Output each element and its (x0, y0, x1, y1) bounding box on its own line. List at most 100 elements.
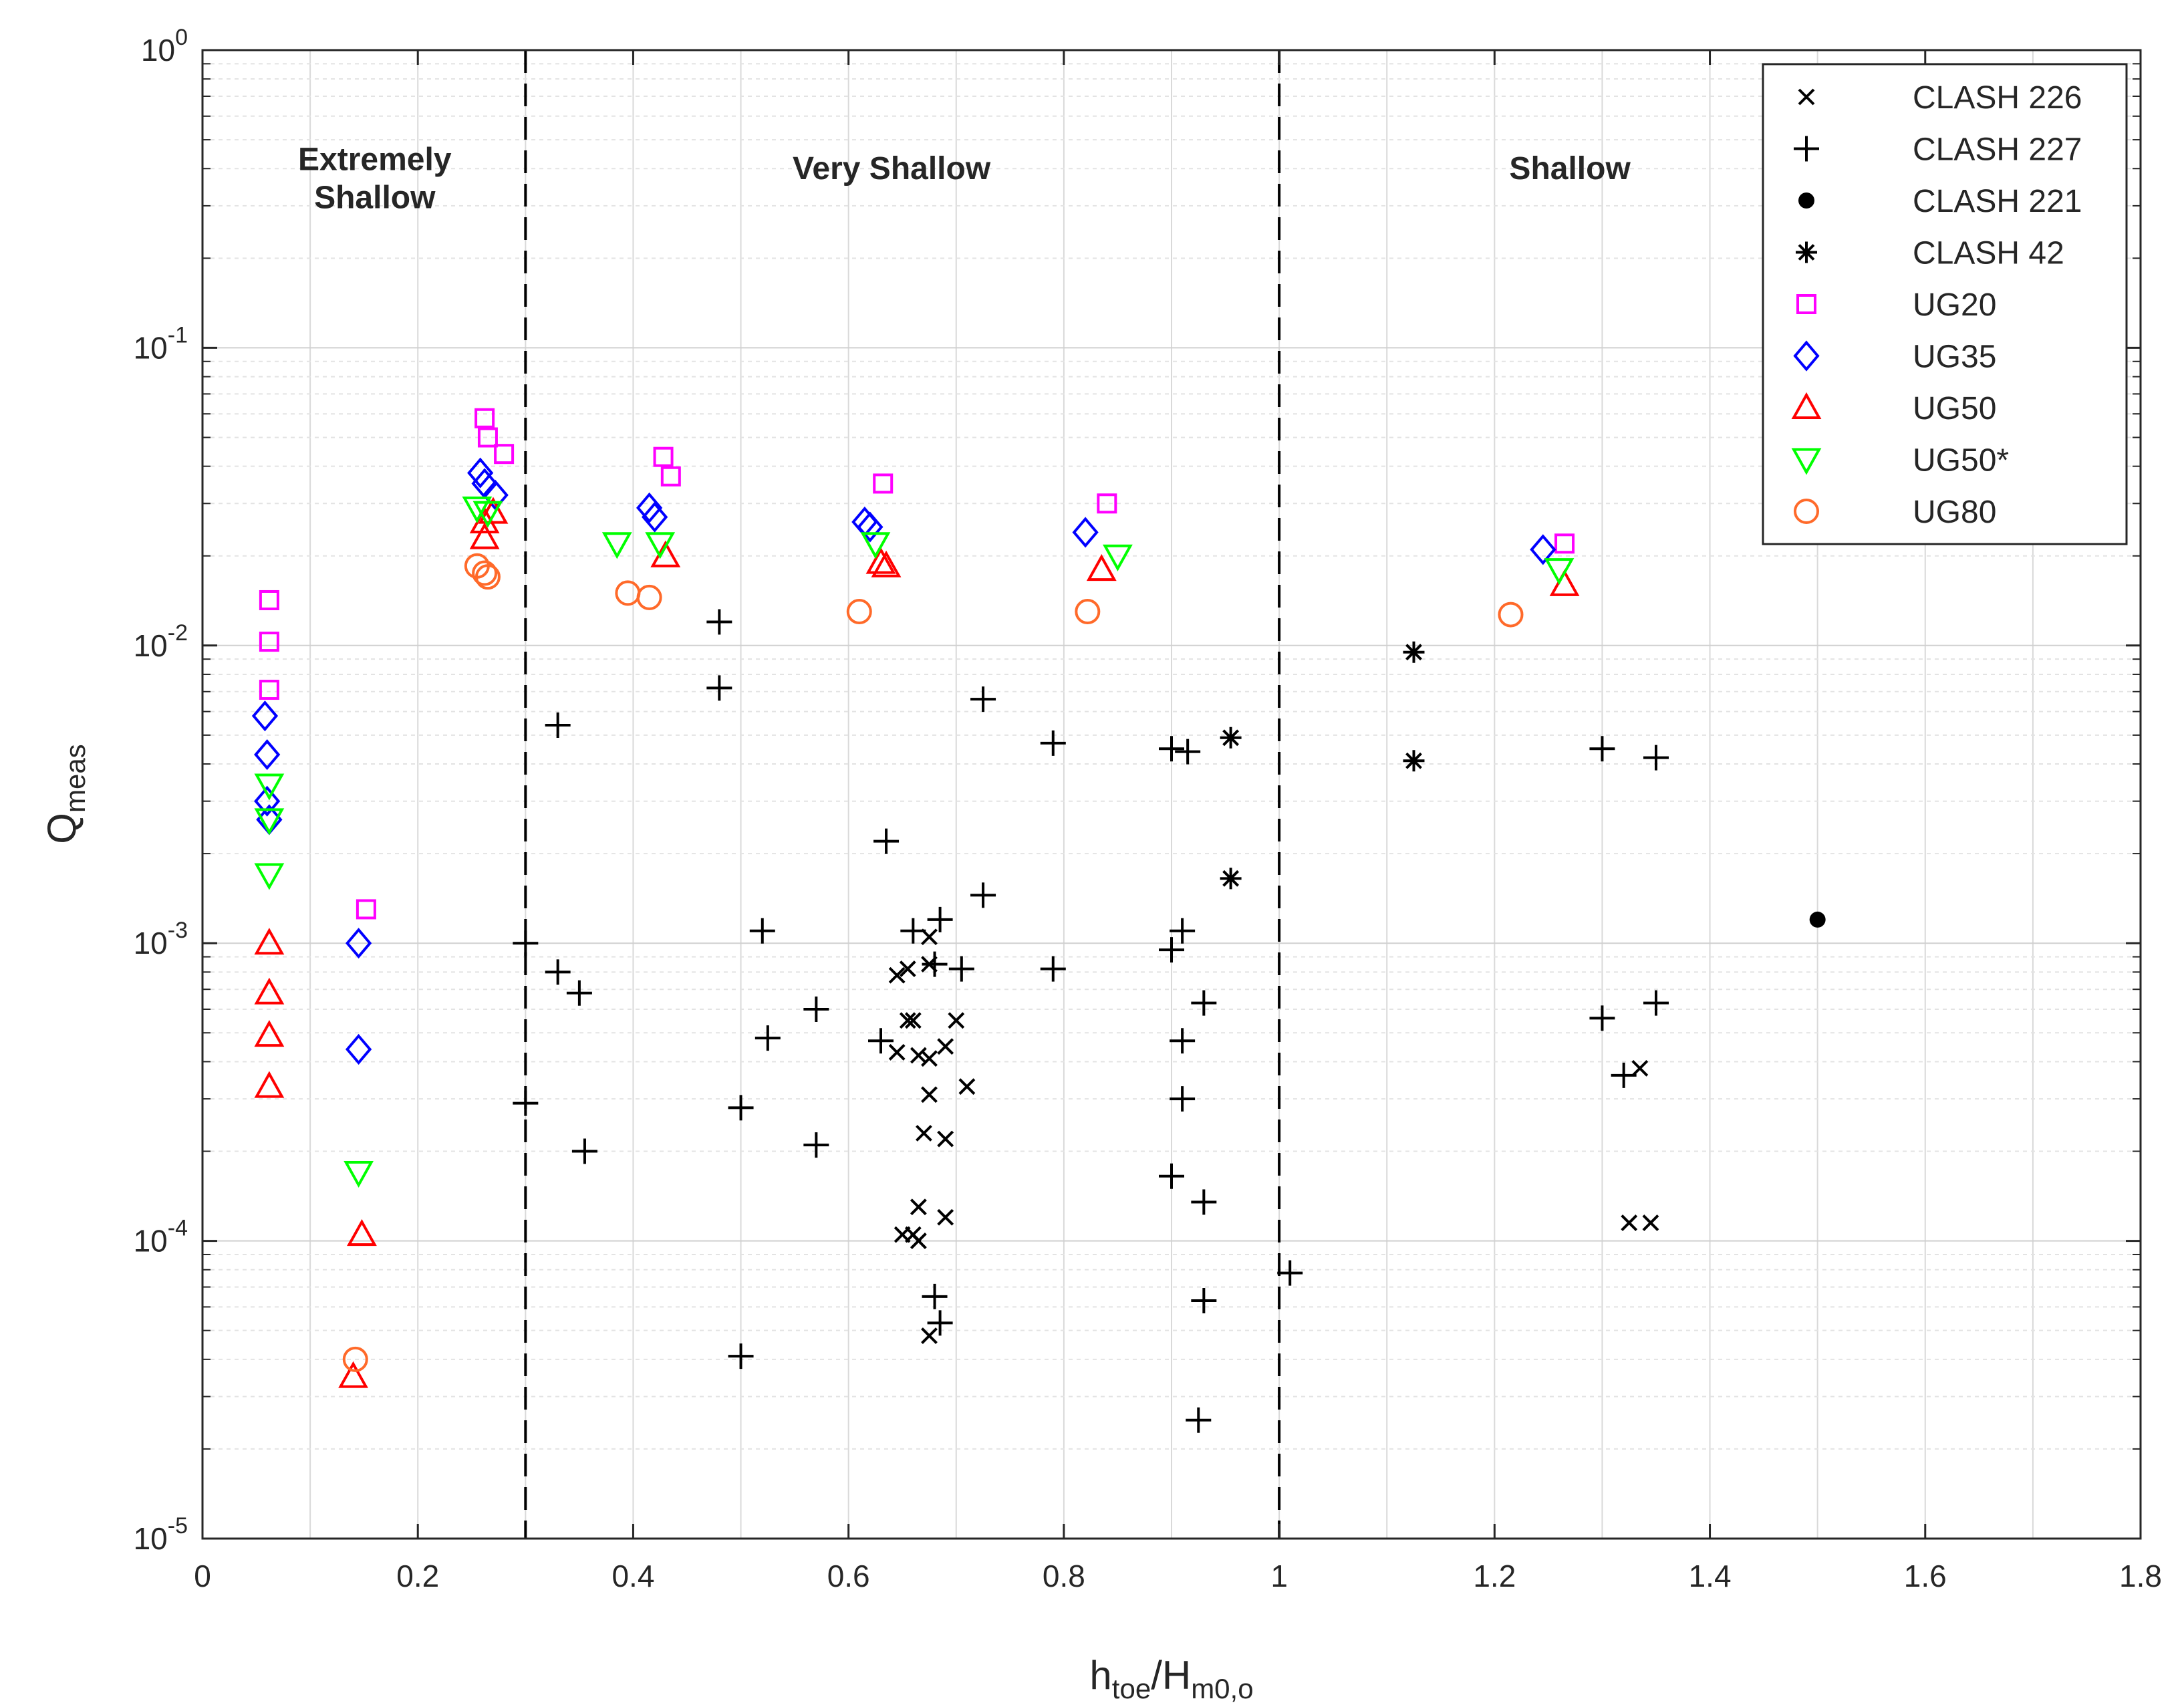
legend-label: UG35 (1913, 340, 1996, 375)
data-point (922, 1283, 948, 1309)
data-point (894, 1226, 911, 1243)
data-point (254, 1020, 285, 1047)
legend-marker (1798, 88, 1815, 106)
data-point (545, 959, 571, 985)
data-point (755, 1025, 781, 1051)
data-point (254, 928, 285, 955)
data-point (254, 1071, 285, 1098)
data-points (251, 408, 1826, 1433)
legend-marker (1794, 499, 1819, 524)
data-point (871, 550, 902, 577)
data-point (921, 1327, 938, 1344)
data-point (356, 899, 376, 920)
data-point (1549, 569, 1580, 596)
region-label: Shallow (314, 180, 436, 215)
data-point (970, 882, 996, 908)
data-point (472, 501, 503, 528)
data-point (1159, 937, 1184, 963)
data-point (1220, 727, 1242, 749)
data-point (571, 1138, 597, 1164)
x-tick-label: 1.4 (1689, 1559, 1732, 1593)
data-point (1403, 750, 1425, 772)
data-point (1175, 739, 1201, 765)
data-point (1403, 641, 1425, 663)
data-point (860, 532, 891, 559)
data-point (873, 828, 900, 854)
data-point (948, 1012, 965, 1029)
data-point (1170, 1086, 1196, 1112)
x-tick-label: 0.6 (827, 1559, 870, 1593)
legend-label: UG50* (1913, 443, 2009, 479)
data-point (1554, 533, 1575, 554)
data-point (566, 980, 592, 1006)
plot-frame (201, 49, 2142, 1540)
data-point (846, 599, 872, 625)
data-point (888, 1044, 906, 1061)
data-point (1159, 1163, 1184, 1189)
data-point (910, 1198, 927, 1216)
y-tick-label: 10-3 (134, 918, 188, 960)
data-point (342, 1346, 368, 1372)
y-tick-label: 10-2 (134, 620, 188, 663)
data-point (601, 532, 632, 559)
data-point (254, 808, 285, 835)
data-point (1642, 1214, 1659, 1231)
data-point (1159, 736, 1184, 762)
x-tick-label: 0 (194, 1559, 211, 1593)
x-tick-label: 1.6 (1904, 1559, 1947, 1593)
data-point (1621, 1214, 1638, 1231)
data-point (1498, 602, 1524, 628)
data-point (513, 1090, 539, 1116)
data-point (251, 700, 279, 732)
data-point (857, 511, 883, 543)
data-point (1530, 534, 1556, 565)
data-point (1075, 599, 1101, 625)
x-tick-label: 0.2 (396, 1559, 439, 1593)
legend-box (1762, 63, 2128, 545)
data-point (921, 1050, 938, 1067)
y-tick-label: 100 (141, 25, 188, 68)
data-point (259, 589, 279, 610)
data-point (1643, 990, 1669, 1016)
data-point (472, 560, 498, 586)
data-point (803, 997, 829, 1023)
legend-label: CLASH 227 (1913, 132, 2082, 168)
x-tick-label: 1.8 (2119, 1559, 2162, 1593)
x-tick-label: 0.4 (611, 1559, 654, 1593)
data-point (728, 1095, 754, 1121)
axis-ticks: 0 0.2 0.4 0.6 0.8 1 1.2 1.4 1.6 1.8 100 10-1 10-2 10-… (134, 25, 2162, 1593)
data-point (636, 492, 663, 523)
data-point (660, 466, 681, 487)
data-point (344, 1160, 374, 1188)
legend: CLASH 226 CLASH 227 CLASH 221 CLASH 42 UG20 U… (1762, 63, 2128, 545)
legend-marker (1796, 294, 1816, 314)
data-point (899, 1012, 916, 1029)
data-point (888, 966, 906, 984)
data-point (254, 785, 281, 817)
data-point (900, 918, 926, 944)
data-point (345, 928, 372, 959)
y-tick-label: 10-4 (134, 1216, 188, 1259)
data-point (910, 1047, 927, 1064)
data-point (803, 1132, 829, 1158)
data-point (1643, 745, 1669, 771)
data-point (642, 501, 668, 533)
region-label: Very Shallow (793, 151, 991, 186)
data-point (254, 739, 281, 771)
x-tick-label: 1 (1270, 1559, 1288, 1593)
legend-label: CLASH 221 (1913, 184, 2082, 219)
data-point (482, 479, 509, 511)
data-point (916, 1125, 932, 1142)
data-point (868, 1028, 894, 1054)
y-axis-label: Qmeas (39, 744, 91, 843)
data-point (545, 712, 571, 738)
legend-label: CLASH 226 (1913, 80, 2082, 116)
data-point (937, 1038, 954, 1055)
data-point (937, 1208, 954, 1226)
data-point (937, 1130, 954, 1148)
x-tick-label: 0.8 (1043, 1559, 1085, 1593)
legend-label: UG50 (1913, 391, 1996, 426)
data-point (948, 956, 974, 982)
legend-label: UG80 (1913, 495, 1996, 530)
data-point (1220, 868, 1242, 890)
